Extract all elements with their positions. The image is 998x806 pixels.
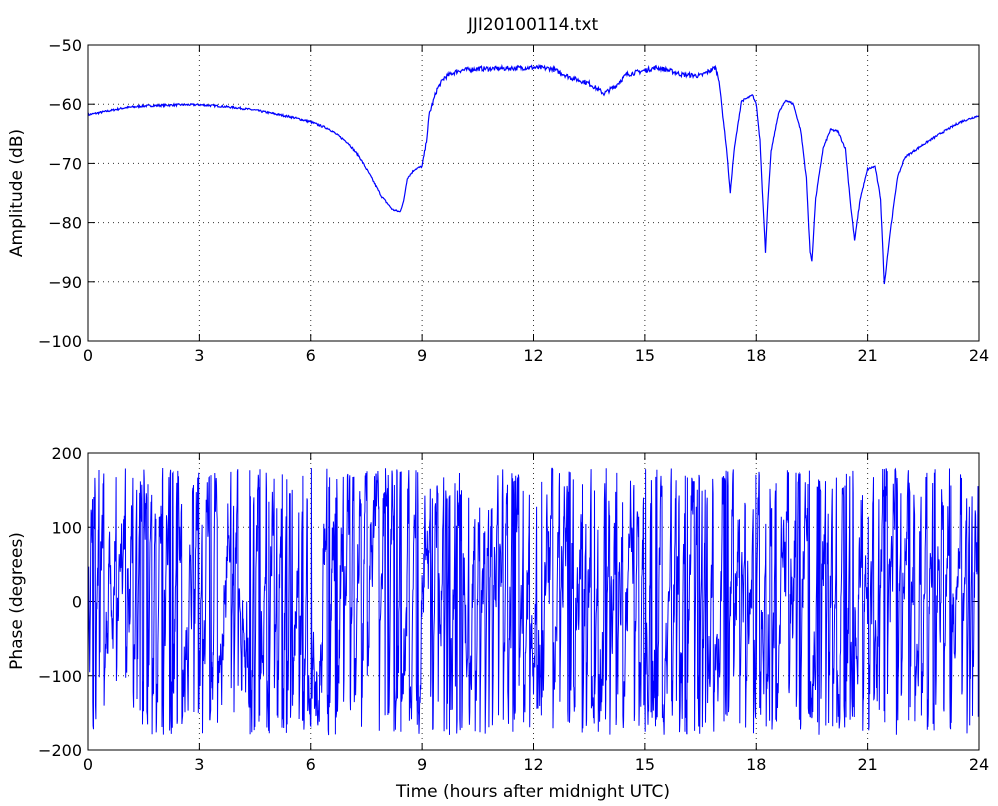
- amplitude-axes-frame: [87, 44, 980, 342]
- y-tick-label: −100: [38, 332, 82, 351]
- y-tick-label: −50: [48, 36, 82, 55]
- y-tick-label: −200: [38, 741, 82, 760]
- y-tick-label: 200: [51, 444, 82, 463]
- x-tick-label: 9: [417, 755, 427, 774]
- x-tick-label: 24: [969, 755, 989, 774]
- chart-title: JJI20100114.txt: [467, 15, 599, 35]
- y-tick-label: −80: [48, 214, 82, 233]
- y-tick-label: 0: [72, 593, 82, 612]
- phase-x-axis-title: Time (hours after midnight UTC): [395, 782, 670, 802]
- amplitude-y-axis-title: Amplitude (dB): [7, 129, 27, 257]
- x-tick-label: 21: [857, 346, 877, 365]
- x-tick-label: 6: [306, 346, 316, 365]
- x-tick-label: 3: [194, 755, 204, 774]
- x-tick-label: 18: [746, 755, 766, 774]
- amplitude-series-line: [87, 63, 980, 285]
- phase-series-line: [87, 467, 980, 736]
- x-tick-label: 3: [194, 346, 204, 365]
- phase-axes-frame: [87, 452, 980, 751]
- x-tick-label: 21: [857, 755, 877, 774]
- phase-x-tick-labels: 0 3 6 9 12 15 18 21 24: [83, 755, 989, 774]
- amplitude-axes-box: [87, 44, 980, 342]
- y-tick-label: −70: [48, 154, 82, 173]
- x-tick-label: 9: [417, 346, 427, 365]
- amplitude-grid: [88, 45, 979, 341]
- x-tick-label: 12: [523, 346, 543, 365]
- x-tick-label: 12: [523, 755, 543, 774]
- amplitude-axes: JJI20100114.txt 0 3 6 9 12 15 18 21 24 −50 −60 −70…: [7, 15, 989, 365]
- x-tick-label: 15: [635, 346, 655, 365]
- phase-axes: 0 3 6 9 12 15 18 21 24 200 100 0 −100 −200 Phase (de…: [7, 444, 989, 802]
- x-tick-label: 15: [635, 755, 655, 774]
- x-tick-label: 24: [969, 346, 989, 365]
- amplitude-y-tick-labels: −50 −60 −70 −80 −90 −100: [38, 36, 82, 351]
- x-tick-label: 6: [306, 755, 316, 774]
- phase-y-tick-labels: 200 100 0 −100 −200: [38, 444, 82, 760]
- y-tick-label: −90: [48, 273, 82, 292]
- x-tick-label: 0: [83, 755, 93, 774]
- y-tick-label: −60: [48, 95, 82, 114]
- phase-y-axis-title: Phase (degrees): [7, 532, 27, 670]
- amplitude-x-tick-labels: 0 3 6 9 12 15 18 21 24: [83, 346, 989, 365]
- y-tick-label: 100: [51, 518, 82, 537]
- x-tick-label: 18: [746, 346, 766, 365]
- x-tick-label: 0: [83, 346, 93, 365]
- y-tick-label: −100: [38, 667, 82, 686]
